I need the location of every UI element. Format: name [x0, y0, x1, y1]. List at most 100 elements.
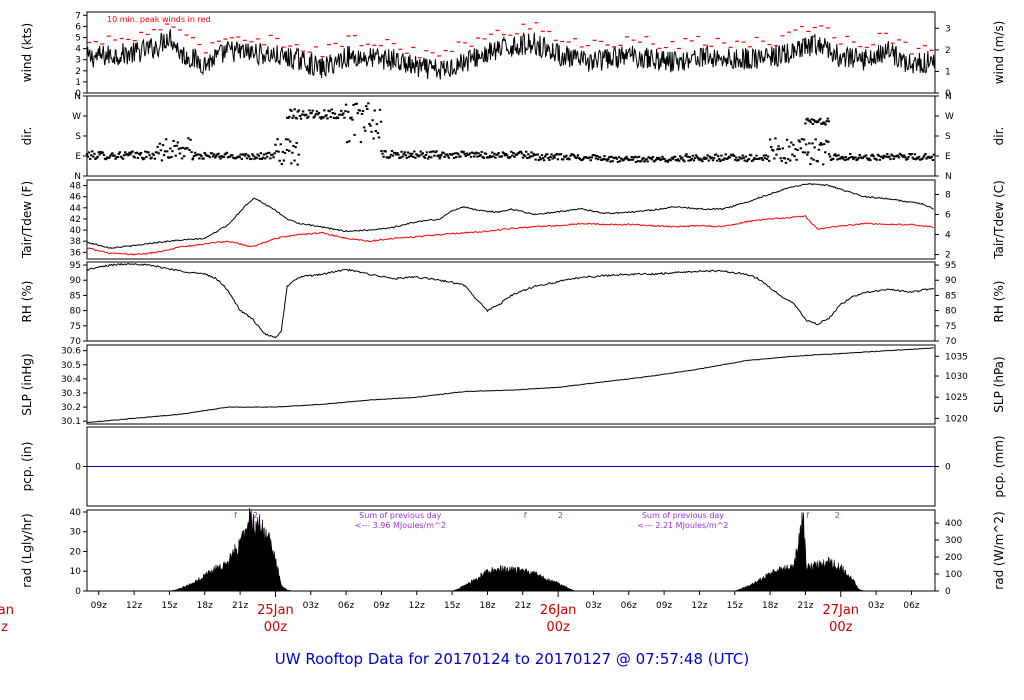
wind-direction-point — [443, 156, 446, 159]
wind-direction-point — [407, 155, 411, 158]
wind-direction-point — [131, 150, 134, 153]
wind-direction-point — [606, 159, 609, 162]
wind-direction-point — [400, 150, 403, 153]
wind-direction-point — [742, 156, 745, 159]
wind-direction-point — [774, 137, 777, 140]
wind-direction-point — [197, 153, 200, 156]
wind-direction-point — [851, 155, 854, 158]
wind-direction-point — [324, 115, 327, 118]
y-axis-label-right: rad (W/m^2) — [992, 511, 1006, 589]
wind-direction-point — [276, 138, 279, 141]
wind-direction-point — [867, 158, 870, 161]
wind-direction-point — [646, 160, 649, 163]
wind-direction-point — [114, 157, 117, 160]
wind-direction-point — [352, 103, 355, 106]
wind-direction-point — [625, 155, 628, 158]
wind-direction-point — [547, 157, 550, 160]
wind-direction-point — [497, 152, 500, 155]
wind-direction-point — [225, 151, 229, 154]
wind-direction-point — [568, 158, 571, 161]
wind-direction-point — [607, 158, 610, 161]
radiation-marker: f — [524, 511, 527, 520]
right-tick-label: 100 — [945, 570, 962, 580]
time-tick-label: 21z — [515, 601, 531, 611]
slp-line-0 — [87, 347, 934, 424]
y-axis-label-left: rad (Lgly/hr) — [20, 513, 34, 587]
wind-direction-point — [766, 155, 770, 158]
wind-direction-point — [214, 156, 217, 159]
wind-direction-point — [798, 140, 801, 143]
wind-direction-point — [166, 150, 169, 153]
wind-direction-point — [294, 146, 297, 149]
left-tick-label: 36 — [70, 248, 82, 258]
wind-direction-point — [806, 153, 809, 156]
wind-direction-point — [198, 157, 201, 160]
wind-direction-point — [92, 155, 95, 158]
wind-direction-point — [306, 116, 309, 119]
wind-direction-point — [784, 161, 788, 164]
radiation-marker: f — [806, 511, 809, 520]
wind-direction-point — [157, 152, 160, 155]
wind-direction-point — [208, 156, 212, 159]
wind-direction-point — [278, 159, 281, 162]
radiation-marker: 2 — [253, 511, 258, 520]
wind-direction-point — [797, 139, 800, 142]
time-tick-label: 15z — [727, 601, 743, 611]
wind-direction-point — [459, 155, 462, 158]
wind-direction-point — [610, 155, 613, 158]
wind-direction-point — [824, 151, 827, 154]
wind-direction-point — [526, 157, 529, 160]
wind-direction-point — [800, 138, 804, 141]
wind-direction-point — [616, 160, 620, 163]
day-label: 25Jan — [257, 603, 294, 618]
wind-direction-point — [477, 152, 480, 155]
wind-direction-point — [389, 153, 393, 156]
wind-direction-point — [917, 155, 921, 158]
wind-direction-point — [192, 154, 196, 157]
wind-direction-point — [686, 155, 689, 158]
wind-direction-point — [505, 154, 509, 157]
wind-direction-point — [160, 159, 164, 162]
wind-direction-point — [217, 152, 220, 155]
wind-direction-point — [755, 154, 758, 157]
wind-direction-point — [706, 154, 709, 157]
wind-direction-point — [282, 159, 286, 162]
wind-direction-point — [414, 156, 417, 159]
wind-direction-point — [834, 153, 837, 156]
wind-direction-point — [437, 154, 440, 157]
wind-direction-point — [532, 152, 535, 155]
wind-direction-point — [546, 153, 549, 156]
wind-direction-point — [369, 124, 372, 127]
panel-pcp: 0 0 pcp. (in) pcp. (mm) — [20, 426, 1006, 507]
wind-direction-point — [404, 154, 408, 157]
panel-slp: 30.1 30.2 30.3 30.4 30.5 30.6 1020 1025 1030 1035… — [20, 344, 1006, 427]
wind-direction-point — [791, 153, 794, 156]
wind-direction-point — [602, 157, 605, 160]
wind-direction-point — [533, 154, 536, 157]
wind-direction-point — [87, 151, 91, 154]
wind-direction-point — [803, 151, 807, 154]
wind-direction-point — [290, 109, 293, 112]
time-tick-label: 09z — [373, 601, 389, 611]
wind-direction-point — [455, 156, 458, 159]
wind-direction-point — [271, 153, 274, 156]
wind-direction-point — [712, 157, 716, 160]
wind-direction-point — [292, 144, 295, 147]
wind-direction-point — [931, 159, 935, 162]
wind-direction-point — [231, 154, 234, 157]
wind-direction-point — [611, 160, 614, 163]
wind-direction-point — [615, 157, 619, 160]
wind-direction-point — [763, 157, 767, 160]
wind-direction-point — [743, 159, 746, 162]
wind-direction-point — [720, 154, 723, 157]
wind-direction-point — [804, 143, 808, 146]
time-tick-label: 03z — [585, 601, 601, 611]
wind-direction-point — [878, 158, 882, 161]
wind-direction-point — [595, 154, 599, 157]
wind-direction-point — [590, 156, 593, 159]
wind-direction-point — [412, 155, 415, 158]
wind-direction-point — [182, 155, 186, 158]
